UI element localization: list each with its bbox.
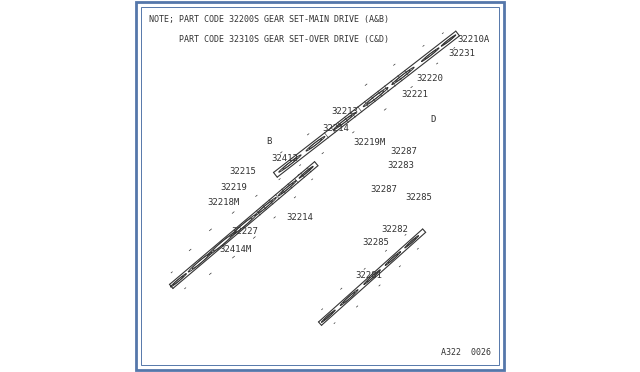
Text: D: D (431, 115, 436, 124)
Text: 32285: 32285 (363, 238, 390, 247)
Text: 32214: 32214 (287, 213, 314, 222)
Text: 32220: 32220 (417, 74, 444, 83)
Text: 32219M: 32219M (353, 138, 386, 147)
Text: 32213: 32213 (331, 107, 358, 116)
Text: 32281: 32281 (355, 271, 382, 280)
Text: 32215: 32215 (230, 167, 257, 176)
Text: 32214: 32214 (322, 124, 349, 133)
Text: 32412: 32412 (271, 154, 298, 163)
Text: 32285: 32285 (406, 193, 433, 202)
Text: 32218M: 32218M (207, 198, 239, 207)
Text: A322  0026: A322 0026 (441, 348, 491, 357)
Text: 32287: 32287 (370, 185, 397, 194)
Text: 32287: 32287 (390, 147, 417, 156)
Text: PART CODE 32310S GEAR SET-OVER DRIVE (C&D): PART CODE 32310S GEAR SET-OVER DRIVE (C&… (149, 35, 389, 44)
Text: 32221: 32221 (402, 90, 429, 99)
Text: 32283: 32283 (387, 161, 414, 170)
Text: 32219: 32219 (220, 183, 247, 192)
Text: NOTE; PART CODE 32200S GEAR SET-MAIN DRIVE (A&B): NOTE; PART CODE 32200S GEAR SET-MAIN DRI… (149, 15, 389, 24)
Text: 32210A: 32210A (458, 35, 490, 44)
Text: 32414M: 32414M (220, 245, 252, 254)
Text: 32231: 32231 (449, 49, 476, 58)
Text: 32282: 32282 (381, 225, 408, 234)
Text: B: B (266, 137, 271, 146)
Text: 32227: 32227 (232, 227, 259, 236)
